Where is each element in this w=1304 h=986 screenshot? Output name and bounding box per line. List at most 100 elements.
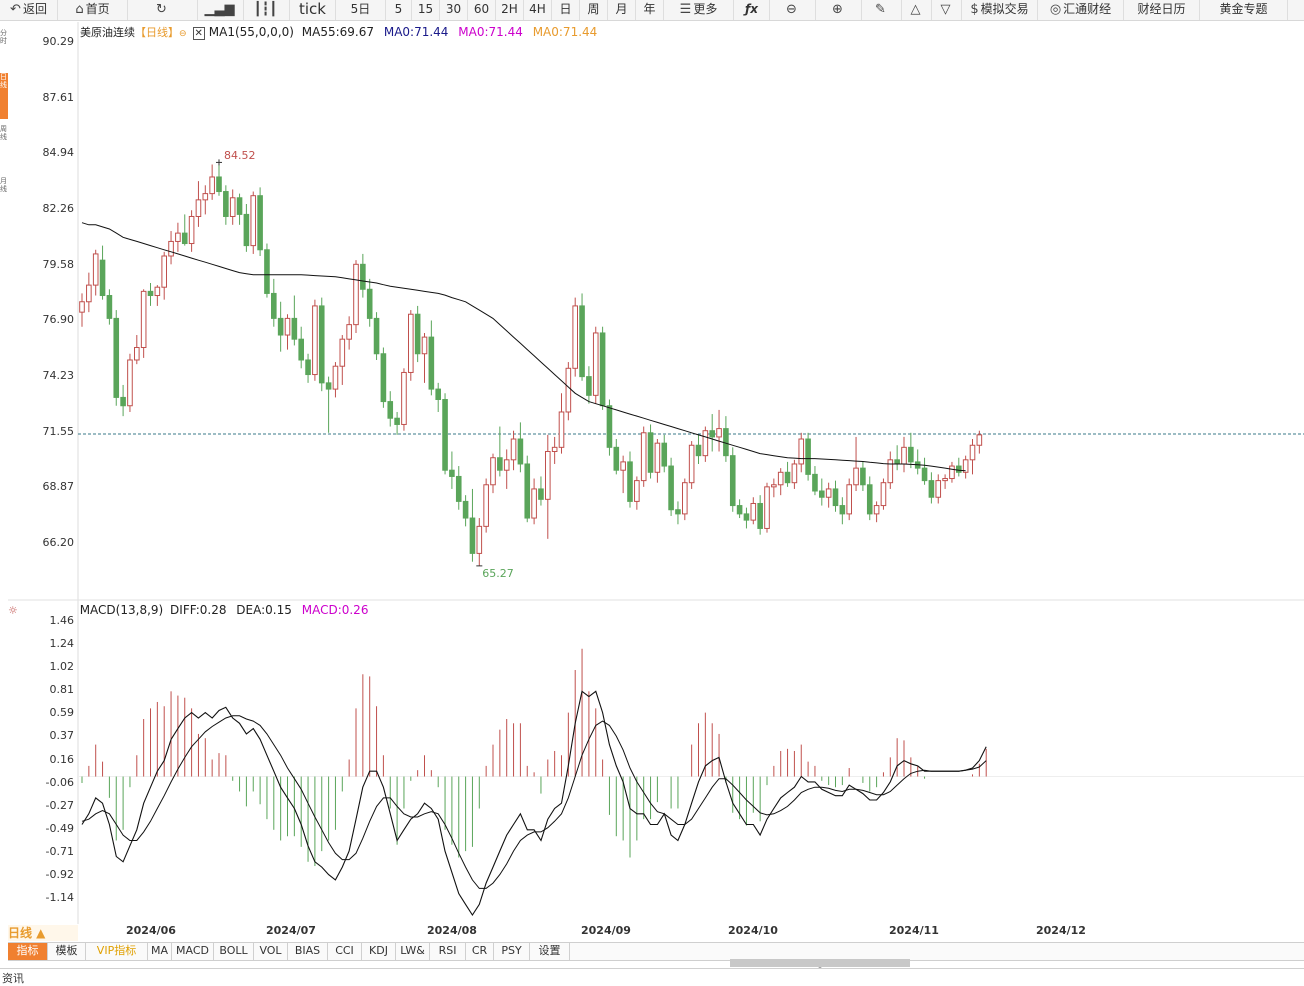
triangle-down-button[interactable]: ▽ (932, 0, 962, 20)
home-button[interactable]: ⌂ 首页 (58, 0, 128, 20)
candle-chart-button[interactable]: ┃┇┃ (244, 0, 290, 20)
tab-ma[interactable]: MA (148, 943, 172, 960)
tab-cci[interactable]: CCI (328, 943, 362, 960)
price-tick-label: 90.29 (42, 35, 75, 48)
candle-body (490, 457, 496, 486)
home-icon: ⌂ (75, 2, 84, 17)
candle-body (777, 471, 784, 486)
price-tick-label: 71.55 (42, 424, 75, 438)
settings-icon[interactable]: ⊖ (179, 29, 187, 39)
main-legend: 美原油连续【日线】⊖ ✕ MA1(55,0,0,0) MA55:69.67 MA0… (80, 24, 597, 40)
period-selector[interactable]: 日线 ▲ (8, 925, 78, 941)
candle-body (538, 488, 544, 500)
left-tab-daily[interactable]: 日线 (0, 73, 8, 119)
period-week[interactable]: 周 (580, 0, 608, 20)
period-year[interactable]: 年 (636, 0, 664, 20)
candle-body (812, 473, 818, 492)
macd-settings-icon[interactable]: ☼ (8, 604, 18, 617)
candle-body (380, 353, 387, 403)
zoom-out-button[interactable]: ⊖ (770, 0, 816, 20)
candle-body (716, 428, 722, 438)
high-low-markers (216, 159, 483, 567)
zoom-out-icon: ⊖ (786, 2, 797, 17)
candle-body (517, 438, 524, 465)
tab-indicator[interactable]: 指标 (8, 943, 48, 960)
tab-vip-indicator[interactable]: VIP指标 (86, 943, 148, 960)
price-tick-label: 76.90 (42, 313, 75, 327)
candle-body (661, 442, 668, 467)
zoom-in-button[interactable]: ⊕ (816, 0, 862, 20)
macd-tick-label: 0.59 (49, 706, 75, 720)
candle-body (291, 317, 298, 340)
macd-legend: ☼ MACD(13,8,9) DIFF:0.28 DEA:0.15 MACD:0… (8, 603, 368, 617)
candle-body (127, 359, 133, 407)
tab-kdj[interactable]: KDJ (362, 943, 396, 960)
period-30min[interactable]: 30 (440, 0, 468, 20)
candle-body (764, 486, 770, 529)
candle-body (558, 411, 565, 448)
triangle-up-button[interactable]: △ (902, 0, 932, 20)
period-2h[interactable]: 2H (496, 0, 524, 20)
candle-body (846, 484, 853, 515)
candle-body (339, 338, 346, 367)
candle-body (113, 317, 120, 398)
tab-psy[interactable]: PSY (494, 943, 530, 960)
macd-diff-line (81, 690, 987, 917)
candle-body (462, 500, 469, 519)
gold-button[interactable]: 黄金专题 (1200, 0, 1288, 20)
period-4h[interactable]: 4H (524, 0, 552, 20)
macd-tick-label: -1.14 (45, 891, 74, 904)
period-15min[interactable]: 15 (412, 0, 440, 20)
left-tab-timeshare[interactable]: 分时 (0, 29, 7, 45)
indicator-tab-bar: 指标 模板 VIP指标 MA MACD BOLL VOL BIAS CCI KD… (8, 942, 1304, 961)
more-button[interactable]: ☰ 更多 (664, 0, 734, 20)
sim-trade-button[interactable]: $ 模拟交易 (962, 0, 1038, 20)
tab-cr[interactable]: CR (466, 943, 494, 960)
candle-body (839, 505, 846, 515)
macd-tick-label: -0.06 (45, 775, 74, 789)
huitong-button[interactable]: ◎ 汇通财经 (1038, 0, 1124, 20)
tab-lw[interactable]: LW& (396, 943, 430, 960)
candle-body (284, 317, 291, 336)
period-month[interactable]: 月 (608, 0, 636, 20)
period-day[interactable]: 日 (552, 0, 580, 20)
period-5min[interactable]: 5 (386, 0, 412, 20)
candle-body (421, 336, 428, 355)
news-tab[interactable]: 资讯 (2, 972, 24, 985)
candle-body (969, 444, 976, 461)
calendar-button[interactable]: 财经日历 (1124, 0, 1200, 20)
high-price-label: 84.52 (224, 149, 256, 163)
tab-settings[interactable]: 设置 (530, 943, 570, 960)
tab-bias[interactable]: BIAS (288, 943, 328, 960)
ma-toggle-icon[interactable]: ✕ (192, 27, 205, 40)
tick-button[interactable]: tick (290, 0, 336, 20)
draw-tool-button[interactable]: ✎ (862, 0, 902, 20)
candle-body (318, 305, 325, 384)
tab-template[interactable]: 模板 (48, 943, 86, 960)
candle-body (188, 215, 195, 245)
indicator-chart-button[interactable]: ▁▃▆ (198, 0, 244, 20)
back-button[interactable]: ↶ 返回 (0, 0, 58, 20)
left-tab-weekly[interactable]: 周线 (0, 125, 7, 141)
candle-body (195, 199, 202, 217)
period-60min[interactable]: 60 (468, 0, 496, 20)
candle-body (510, 438, 517, 461)
tab-boll[interactable]: BOLL (214, 943, 254, 960)
left-tab-monthly[interactable]: 月线 (0, 177, 7, 193)
macd-tick-label: 1.24 (49, 637, 75, 651)
horizontal-scrollbar[interactable] (730, 959, 910, 973)
formula-button[interactable]: ƒx (734, 0, 770, 20)
period-5day[interactable]: 5日 (336, 0, 386, 20)
refresh-button[interactable]: ↻ (128, 0, 198, 20)
macd-tick-label: 0.16 (49, 752, 75, 766)
ma0-value-c: MA0:71.44 (532, 25, 598, 39)
candle-body (784, 471, 791, 484)
candle-body (408, 313, 414, 373)
candle-body (243, 213, 250, 247)
tab-macd[interactable]: MACD (172, 943, 214, 960)
candle-body (709, 430, 716, 438)
tab-rsi[interactable]: RSI (430, 943, 466, 960)
candle-body (394, 417, 400, 425)
tab-vol[interactable]: VOL (254, 943, 288, 960)
